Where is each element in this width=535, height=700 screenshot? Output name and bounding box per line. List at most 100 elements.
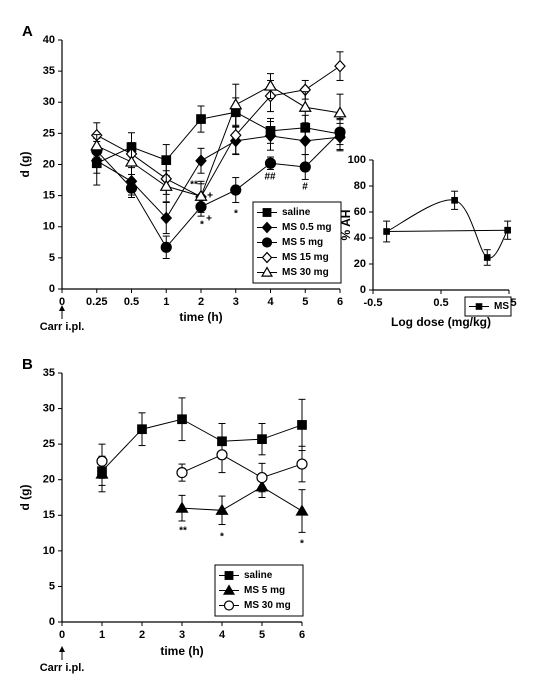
data-point xyxy=(264,129,277,143)
data-point xyxy=(215,503,229,515)
y-tick-label: 30 xyxy=(43,96,55,108)
x-tick-label: 6 xyxy=(337,296,343,308)
annotation: ** xyxy=(179,526,187,537)
x-tick-label: -0.5 xyxy=(364,297,383,309)
legend-marker xyxy=(475,303,483,310)
x-axis-label: Log dose (mg/kg) xyxy=(391,315,491,329)
data-point xyxy=(196,114,206,124)
series-line xyxy=(96,65,341,198)
x-tick-label: 0.5 xyxy=(124,296,139,308)
x-tick-label: 0.25 xyxy=(86,296,107,308)
annotation: ## xyxy=(264,172,276,183)
y-tick-label: 20 xyxy=(354,258,366,270)
series-line xyxy=(386,199,509,259)
y-tick-label: 5 xyxy=(49,580,55,592)
data-point xyxy=(298,100,312,112)
series-line xyxy=(181,454,303,479)
data-point xyxy=(383,228,390,235)
legend-label: saline xyxy=(244,570,273,581)
data-point xyxy=(159,179,173,191)
data-point xyxy=(124,155,139,167)
data-point xyxy=(299,134,312,148)
y-axis-label: % AH xyxy=(339,210,353,241)
series-line xyxy=(101,418,303,472)
x-tick-label: 5 xyxy=(259,629,265,641)
y-tick-label: 80 xyxy=(354,180,366,192)
data-point xyxy=(451,196,458,204)
data-point xyxy=(230,184,242,196)
x-tick-label: 0 xyxy=(59,629,65,641)
data-point xyxy=(125,182,138,194)
y-tick-label: 60 xyxy=(354,206,366,218)
series-line xyxy=(96,131,341,249)
series-line xyxy=(96,111,341,164)
trend-line xyxy=(386,229,508,232)
y-tick-label: 10 xyxy=(43,221,55,233)
data-point xyxy=(299,161,311,173)
y-tick-label: 10 xyxy=(43,545,55,557)
y-tick-label: 25 xyxy=(43,127,55,139)
data-point xyxy=(295,504,309,516)
data-point xyxy=(229,98,243,110)
legend-label: MS 15 mg xyxy=(282,252,329,263)
data-point xyxy=(333,106,347,118)
data-point xyxy=(194,189,208,201)
y-tick-label: 5 xyxy=(49,252,55,264)
x-tick-label: 4 xyxy=(267,296,274,308)
y-tick-label: 15 xyxy=(43,509,55,521)
series-line xyxy=(181,486,303,512)
legend-marker xyxy=(261,221,273,234)
panel-label: A xyxy=(22,23,33,40)
x-tick-label: 3 xyxy=(233,296,239,308)
y-tick-label: 25 xyxy=(43,438,55,450)
x-tick-label: 0 xyxy=(59,296,65,308)
data-point xyxy=(90,139,104,151)
y-tick-label: 15 xyxy=(43,190,55,202)
y-axis-label: d (g) xyxy=(18,152,32,178)
legend-label: saline xyxy=(282,207,311,218)
data-point xyxy=(175,501,189,513)
x-tick-label: 5 xyxy=(302,296,308,308)
legend-label: MS 30 mg xyxy=(282,267,329,278)
annotation: + xyxy=(207,191,213,202)
legend-label: MS 30 mg xyxy=(244,600,291,611)
data-point xyxy=(483,254,491,261)
legend-label: MS 5 mg xyxy=(244,585,285,596)
legend-label: MS 5 mg xyxy=(282,237,323,248)
x-tick-label: 2 xyxy=(139,629,145,641)
y-tick-label: 40 xyxy=(354,232,366,244)
x-tick-label: 4 xyxy=(219,629,226,641)
legend-label: MS 0.5 mg xyxy=(282,222,331,233)
x-tick-label: 3 xyxy=(179,629,185,641)
data-point xyxy=(160,241,172,253)
data-point xyxy=(296,458,308,470)
data-point xyxy=(176,467,188,479)
data-point xyxy=(264,157,277,169)
note-arrowhead xyxy=(59,305,65,311)
annotation: + xyxy=(206,214,212,225)
data-point xyxy=(96,455,108,467)
note-arrowhead xyxy=(59,646,65,652)
legend-marker xyxy=(223,600,235,611)
data-point xyxy=(297,420,307,430)
x-tick-label: 1 xyxy=(99,629,105,641)
y-tick-label: 40 xyxy=(43,34,55,46)
data-point xyxy=(256,471,268,484)
y-tick-label: 0 xyxy=(49,283,55,295)
y-tick-label: 100 xyxy=(348,154,366,166)
data-point xyxy=(504,226,511,234)
annotation: * xyxy=(300,539,304,550)
panel-label: B xyxy=(22,356,33,373)
x-axis-label: time (h) xyxy=(160,644,203,658)
data-point xyxy=(263,79,278,91)
x-tick-label: 6 xyxy=(299,629,305,641)
data-point xyxy=(216,449,228,461)
legend-marker xyxy=(261,266,273,277)
legend-marker xyxy=(223,584,235,595)
annotation: * xyxy=(220,532,224,543)
data-point xyxy=(137,424,147,435)
data-point xyxy=(257,434,267,445)
data-point xyxy=(229,128,242,142)
data-point xyxy=(334,59,346,73)
